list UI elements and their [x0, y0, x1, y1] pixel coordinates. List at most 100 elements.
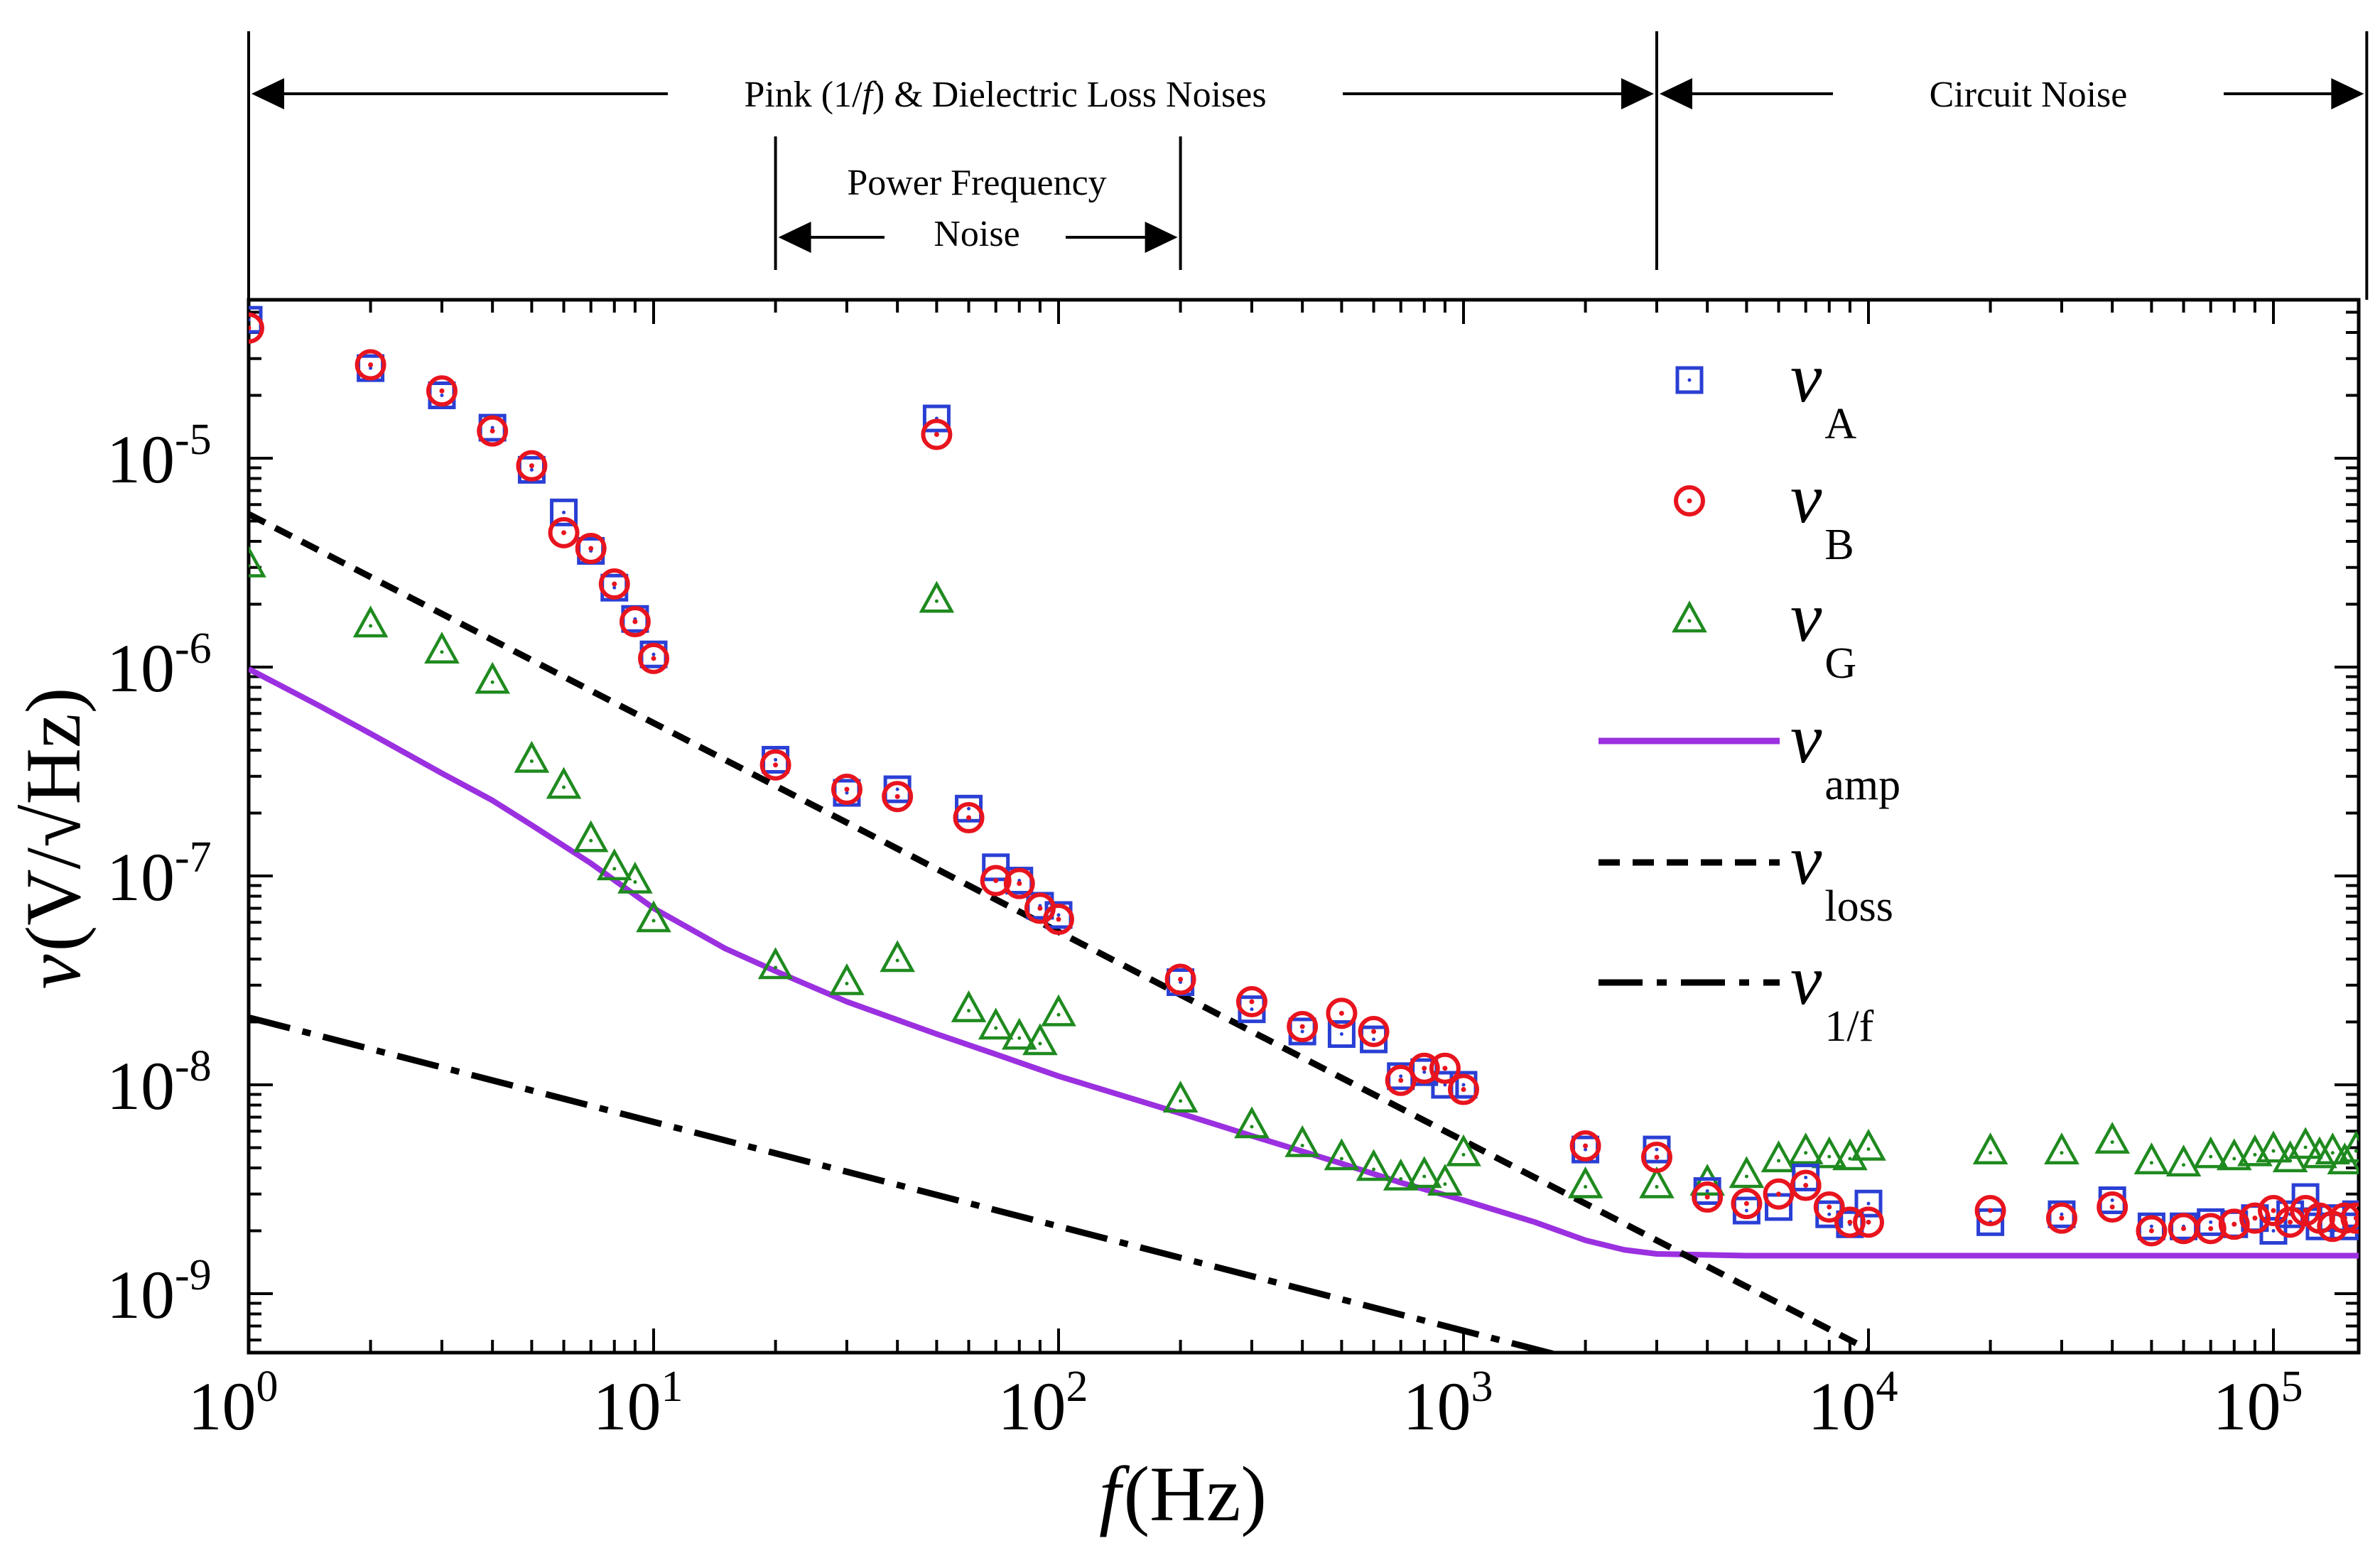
legend-item-vA: vA — [1675, 338, 1856, 448]
data-point-vG — [2094, 1122, 2130, 1154]
data-point-vB — [548, 516, 580, 548]
legend-label-vG: vG — [1790, 578, 1856, 688]
data-point-vB — [2340, 1202, 2359, 1234]
data-point-vB — [1813, 1191, 1845, 1223]
band-arrow-head-right — [1621, 78, 1654, 109]
data-point-vG — [1406, 1156, 1442, 1189]
band-label-pink-dielectric: Pink (1/f) & Dielectric Loss Noises — [744, 75, 1266, 115]
x-tick-label: 103 — [1403, 1363, 1493, 1444]
data-point-vB — [2239, 1202, 2271, 1234]
data-point-vB — [1640, 1141, 1672, 1173]
data-point-vB — [2136, 1215, 2168, 1247]
band-label-power-line1: Power Frequency — [847, 163, 1106, 203]
data-point-vA — [550, 498, 578, 526]
data-point-vG — [1567, 1166, 1603, 1198]
data-point-vB — [1569, 1130, 1601, 1162]
data-point-vG — [596, 848, 632, 881]
data-point-vG — [352, 605, 389, 638]
data-point-vB — [2097, 1191, 2129, 1223]
data-point-vG — [1324, 1138, 1360, 1171]
data-point-vB — [2045, 1202, 2077, 1234]
data-point-vG — [1022, 1023, 1058, 1056]
data-point-vG — [1001, 1017, 1037, 1050]
y-axis-title: v(V/√Hz) — [10, 688, 97, 990]
data-point-vG — [1162, 1081, 1199, 1113]
data-point-vB — [1731, 1188, 1763, 1220]
data-point-vB — [759, 749, 791, 781]
series-line-vamp — [249, 666, 2359, 1259]
x-tick-label: 102 — [998, 1363, 1088, 1444]
data-point-vB — [355, 349, 386, 381]
measured-points — [249, 305, 2359, 1247]
y-tick-label: 10-9 — [107, 1251, 212, 1333]
x-tick-label: 104 — [1808, 1363, 1898, 1444]
data-point-vB — [831, 773, 862, 805]
data-point-vG — [757, 947, 794, 980]
data-point-vG — [1234, 1106, 1270, 1139]
legend-label-v1f: v1/f — [1790, 941, 1874, 1051]
data-point-vG — [475, 661, 510, 694]
data-point-vB — [598, 568, 630, 600]
band-label-power-line2: Noise — [934, 214, 1019, 254]
data-point-vG — [424, 632, 460, 664]
data-point-vB — [1385, 1064, 1417, 1096]
data-point-vB — [1790, 1169, 1822, 1201]
data-point-vG — [919, 580, 955, 613]
y-tick-label: 10-5 — [107, 416, 212, 497]
data-point-vB — [477, 415, 509, 447]
data-point-vG — [1760, 1140, 1797, 1173]
data-point-vA — [1327, 1020, 1356, 1049]
band-arrow-head-right — [2331, 78, 2364, 109]
data-point-vB — [516, 450, 548, 482]
band-arrow-head-right — [1145, 222, 1178, 253]
data-point-vG — [1729, 1156, 1765, 1189]
data-point-vB — [1235, 986, 1267, 1018]
band-arrow-head-left — [1659, 78, 1692, 109]
legend-item-vB: vB — [1674, 459, 1854, 569]
legend-label-vloss: vloss — [1790, 821, 1893, 931]
data-point-vB — [1164, 963, 1196, 995]
data-point-vG — [249, 545, 266, 578]
legend-marker-vG — [1672, 600, 1707, 633]
data-point-vB — [1429, 1052, 1461, 1084]
data-point-vB — [1763, 1178, 1795, 1210]
data-point-vG — [546, 767, 582, 799]
data-point-vG — [1787, 1132, 1824, 1164]
data-point-vA — [1431, 1071, 1459, 1099]
data-point-vG — [2192, 1136, 2229, 1169]
legend-marker-vB — [1674, 485, 1705, 516]
data-point-vB — [249, 312, 264, 344]
data-point-vG — [1811, 1136, 1847, 1169]
legend-label-vB: vB — [1790, 459, 1854, 569]
x-axis-title: f(Hz) — [1099, 1451, 1267, 1537]
data-point-vG — [2216, 1138, 2252, 1171]
data-point-vG — [514, 740, 550, 773]
data-point-vG — [617, 861, 653, 894]
data-point-vG — [2165, 1144, 2202, 1177]
data-point-vB — [921, 418, 953, 450]
data-point-vB — [1358, 1015, 1390, 1047]
data-point-vG — [1639, 1166, 1675, 1198]
legend-label-vA: vA — [1790, 338, 1856, 448]
frequency-band-annotations: Pink (1/f) & Dielectric Loss Noises Circu… — [247, 31, 2369, 300]
data-point-vG — [1427, 1164, 1463, 1196]
data-point-vB — [1692, 1181, 1724, 1213]
data-point-vG — [2315, 1132, 2351, 1164]
data-point-vG — [2288, 1127, 2323, 1159]
data-point-vG — [573, 820, 609, 853]
data-point-vB — [2195, 1213, 2227, 1245]
data-point-vG — [2044, 1132, 2079, 1164]
data-point-vG — [1383, 1158, 1419, 1191]
data-point-vG — [1446, 1134, 1481, 1167]
y-tick-label: 10-8 — [107, 1042, 212, 1124]
data-point-vG — [1972, 1132, 2008, 1164]
data-point-vB — [2218, 1208, 2250, 1240]
data-point-vA — [1854, 1189, 1883, 1218]
data-point-vG — [2338, 1130, 2359, 1163]
data-point-vB — [1834, 1206, 1866, 1238]
legend-item-vamp: vamp — [1599, 699, 1900, 809]
data-point-vG — [1041, 994, 1076, 1027]
